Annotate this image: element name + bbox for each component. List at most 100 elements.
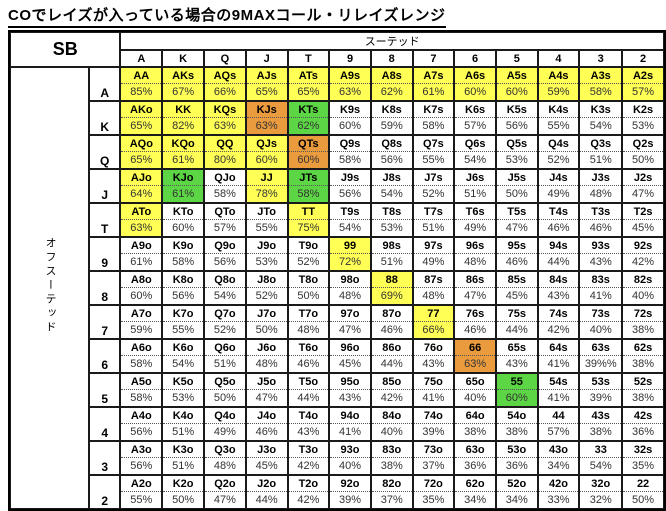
hand-name: Q7s: [413, 136, 454, 152]
hand-name: K8s: [371, 102, 412, 118]
hand-name: Q3o: [205, 442, 245, 458]
hand-cell: 72s 38%: [622, 305, 664, 339]
hand-percent: 41%: [547, 392, 570, 404]
hand-name: K4o: [163, 408, 204, 424]
hand-percent: 60%: [297, 154, 320, 166]
hand-name: T2o: [288, 476, 329, 492]
hand-percent: 48%: [589, 188, 612, 200]
hand-cell: 42o 33%: [537, 475, 580, 509]
hand-percent: 63%: [339, 86, 362, 98]
hand-name: Q2o: [205, 476, 245, 492]
hand-cell: K6o 54%: [162, 339, 205, 373]
hand-name: T5s: [496, 204, 537, 220]
hand-cell: K3s 54%: [579, 101, 623, 135]
hand-percent: 59%: [130, 324, 153, 336]
hand-percent: 56%: [339, 188, 362, 200]
hand-name: K5s: [496, 102, 537, 118]
hand-name: T4o: [288, 408, 329, 424]
hand-name: 42s: [623, 408, 663, 424]
hand-percent: 56%: [172, 290, 195, 302]
hand-name: QQ: [205, 136, 245, 152]
hand-cell: J6o 48%: [245, 339, 288, 373]
hand-percent: 54%: [172, 358, 195, 370]
hand-name: K3s: [580, 102, 622, 118]
hand-percent: 46%: [547, 222, 570, 234]
hand-cell: K7o 55%: [162, 305, 205, 339]
hand-name: Q5s: [496, 136, 537, 152]
hand-name: 94o: [330, 408, 370, 424]
hand-cell: A3o 56%: [120, 441, 163, 475]
hand-cell: KJs 63%: [245, 101, 288, 135]
hand-percent: 55%: [422, 154, 445, 166]
hand-percent: 39%: [589, 392, 612, 404]
hand-cell: Q6o 51%: [204, 339, 246, 373]
hand-percent: 38%: [632, 324, 655, 336]
hand-cell: 93o 40%: [329, 441, 371, 475]
row-label: 5: [89, 373, 121, 407]
hand-cell: A8s 62%: [370, 67, 413, 101]
hand-name: 63s: [580, 340, 622, 356]
hand-name: A8s: [371, 68, 412, 84]
hand-percent: 48%: [339, 290, 362, 302]
hand-percent: 54%: [589, 460, 612, 472]
hand-percent: 50%: [505, 188, 528, 200]
hand-percent: 41%: [422, 392, 445, 404]
hand-name: J5s: [496, 170, 537, 186]
hand-name: J5o: [246, 374, 287, 390]
hand-name: 54s: [538, 374, 579, 390]
hand-cell: Q2s 50%: [622, 135, 664, 169]
suited-header-row: SB スーテッド: [10, 32, 664, 67]
hand-percent: 45%: [339, 358, 362, 370]
hand-name: T8s: [371, 204, 412, 220]
hand-name: KTo: [163, 204, 204, 220]
hand-name: 74o: [413, 408, 454, 424]
hand-cell: QJo 58%: [204, 169, 246, 203]
hand-percent: 41%: [547, 358, 570, 370]
hand-name: 62o: [455, 476, 495, 492]
hand-percent: 57%: [464, 120, 487, 132]
hand-name: A9s: [330, 68, 370, 84]
hand-cell: J2o 44%: [245, 475, 288, 509]
hand-cell: 33 54%: [579, 441, 623, 475]
hand-percent: 43%: [505, 358, 528, 370]
hand-percent: 58%: [172, 256, 195, 268]
hand-name: J3s: [580, 170, 622, 186]
hand-percent: 72%: [339, 256, 362, 268]
hand-cell: 77 66%: [412, 305, 455, 339]
hand-name: Q9o: [205, 238, 245, 254]
hand-name: 22: [623, 476, 663, 492]
hand-name: 73s: [580, 306, 622, 322]
hand-percent: 46%: [589, 222, 612, 234]
hand-name: J2o: [246, 476, 287, 492]
hand-name: J3o: [246, 442, 287, 458]
hand-cell: T6o 46%: [287, 339, 330, 373]
column-header: 5: [495, 50, 538, 67]
hand-percent: 36%: [505, 460, 528, 472]
row-label: 6: [89, 339, 121, 373]
hand-cell: 64s 41%: [537, 339, 580, 373]
hand-cell: 82o 37%: [370, 475, 413, 509]
hand-name: 63o: [455, 442, 495, 458]
hand-cell: AJs 65%: [245, 67, 288, 101]
hand-name: 42o: [538, 476, 579, 492]
hand-percent: 40%: [380, 426, 403, 438]
hand-name: AJo: [121, 170, 162, 186]
hand-cell: 62o 34%: [454, 475, 496, 509]
hand-name: QTs: [288, 136, 329, 152]
hand-percent: 37%: [380, 494, 403, 506]
hand-name: T6o: [288, 340, 329, 356]
hand-cell: AJo 64%: [120, 169, 163, 203]
hand-percent: 35%: [632, 460, 655, 472]
hand-cell: T6s 49%: [454, 203, 496, 237]
hand-name: T3o: [288, 442, 329, 458]
hand-cell: AKs 67%: [162, 67, 205, 101]
hand-percent: 37%: [422, 460, 445, 472]
hand-percent: 82%: [172, 120, 195, 132]
hand-percent: 42%: [297, 460, 320, 472]
hand-name: QTo: [205, 204, 245, 220]
hand-name: T2s: [623, 204, 663, 220]
hand-cell: 32o 32%: [579, 475, 623, 509]
hand-percent: 42%: [297, 494, 320, 506]
hand-name: 43o: [538, 442, 579, 458]
